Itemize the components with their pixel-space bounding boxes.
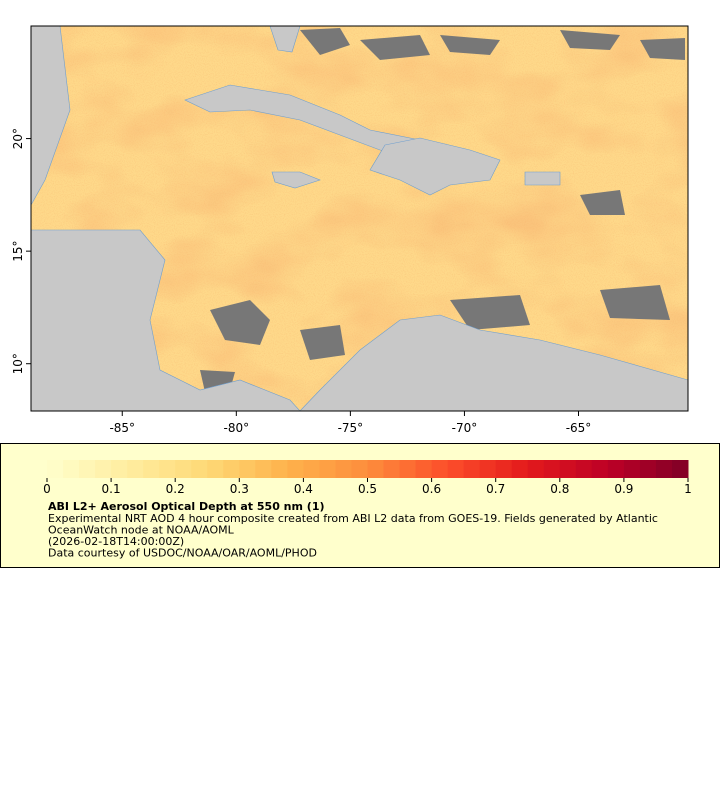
- colorbar-swatch: [495, 460, 513, 478]
- legend-title: ABI L2+ Aerosol Optical Depth at 550 nm …: [48, 500, 325, 513]
- colorbar-swatch: [255, 460, 272, 478]
- colorbar-swatch: [511, 460, 529, 478]
- map-frame: [30, 25, 689, 412]
- colorbar-swatch: [351, 460, 368, 478]
- colorbar-tick-label: 0.6: [422, 482, 441, 496]
- colorbar-tick-label: 0.4: [294, 482, 313, 496]
- clouds: [200, 28, 685, 392]
- colorbar-swatch: [447, 460, 465, 478]
- y-tick-label: 20°: [11, 128, 25, 149]
- colorbar-swatch: [95, 460, 112, 478]
- legend-line: (2026-02-18T14:00:00Z): [48, 535, 184, 548]
- colorbar-swatch: [127, 460, 144, 478]
- colorbar-tick-label: 0.8: [550, 482, 569, 496]
- x-tick-label: -80°: [224, 421, 250, 435]
- colorbar-swatch: [239, 460, 256, 478]
- colorbar-tick-label: 1: [684, 482, 692, 496]
- colorbar-tick-label: 0.2: [166, 482, 185, 496]
- colorbar-swatch: [591, 460, 609, 478]
- x-tick-label: -70°: [452, 421, 478, 435]
- colorbar-swatch: [575, 460, 593, 478]
- colorbar-swatch: [207, 460, 224, 478]
- colorbar-swatch: [479, 460, 497, 478]
- colorbar-swatch: [559, 460, 577, 478]
- colorbar-swatch: [655, 460, 673, 478]
- colorbar-swatch: [415, 460, 433, 478]
- y-tick-label: 10°: [11, 353, 25, 374]
- colorbar-swatch: [175, 460, 192, 478]
- colorbar-swatch: [287, 460, 304, 478]
- colorbar-swatch: [159, 460, 176, 478]
- colorbar-swatch: [671, 460, 689, 478]
- x-tick-label: -75°: [338, 421, 364, 435]
- colorbar-swatch: [367, 460, 385, 478]
- colorbar-swatch: [399, 460, 417, 478]
- x-tick-label: -65°: [566, 421, 592, 435]
- colorbar-swatch: [383, 460, 401, 478]
- map-field: [31, 26, 688, 411]
- colorbar-swatch: [47, 460, 64, 478]
- legend-line: Experimental NRT AOD 4 hour composite cr…: [48, 512, 658, 525]
- colorbar-tick-label: 0.7: [486, 482, 505, 496]
- land: [31, 26, 688, 411]
- colorbar-tick-label: 0.9: [614, 482, 633, 496]
- colorbar-swatch: [143, 460, 160, 478]
- colorbar-swatch: [543, 460, 561, 478]
- colorbar-tick-label: 0.3: [230, 482, 249, 496]
- colorbar-swatch: [463, 460, 481, 478]
- colorbar-tick-label: 0: [43, 482, 51, 496]
- colorbar-swatch: [623, 460, 641, 478]
- colorbar-swatch: [527, 460, 545, 478]
- colorbar-swatch: [335, 460, 352, 478]
- colorbar-swatch: [191, 460, 208, 478]
- colorbar-swatch: [639, 460, 657, 478]
- colorbar-swatch: [79, 460, 96, 478]
- colorbar-swatch: [271, 460, 288, 478]
- legend-line: OceanWatch node at NOAA/AOML: [48, 524, 235, 537]
- colorbar-swatch: [303, 460, 320, 478]
- colorbar-tick-label: 0.5: [358, 482, 377, 496]
- colorbar-swatch: [223, 460, 240, 478]
- colorbar-tick-label: 0.1: [102, 482, 121, 496]
- colorbar-swatch: [607, 460, 625, 478]
- colorbar-swatch: [319, 460, 336, 478]
- y-tick-label: 15°: [11, 241, 25, 262]
- colorbar-swatch: [63, 460, 80, 478]
- colorbar-swatch: [111, 460, 128, 478]
- x-tick-label: -85°: [109, 421, 135, 435]
- colorbar-swatch: [431, 460, 449, 478]
- legend-line: Data courtesy of USDOC/NOAA/OAR/AOML/PHO…: [48, 547, 317, 560]
